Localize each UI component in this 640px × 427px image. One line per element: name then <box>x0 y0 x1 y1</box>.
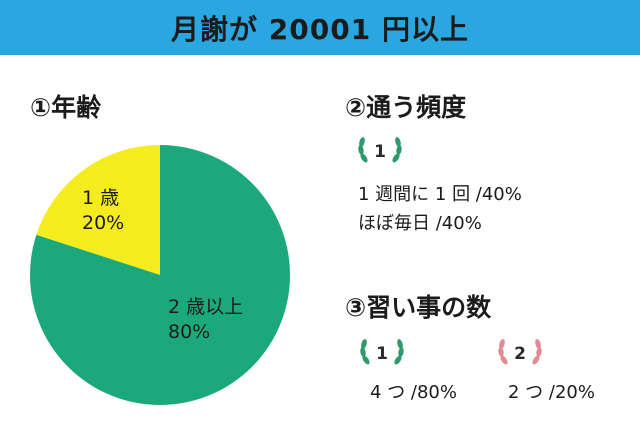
page-title: 月謝が 20001 円以上 <box>171 12 469 46</box>
frequency-item: 1 週間に 1 回 /40% <box>358 184 522 205</box>
section-title-frequency: ②通う頻度 <box>345 93 467 122</box>
pie-slice-1 <box>30 145 290 405</box>
pie-label-one-year: 1 歳 20% <box>82 186 124 235</box>
laurel-wreath-icon <box>358 137 402 163</box>
laurel-wreath-icon <box>498 339 542 365</box>
age-pie-chart <box>30 145 290 405</box>
header-banner: 月謝が 20001 円以上 <box>0 0 640 55</box>
lesson-count-item: 2 つ /20% <box>508 382 595 403</box>
section-title-age: ①年齢 <box>30 93 102 122</box>
pie-slice-0 <box>36 145 160 275</box>
laurel-rank-icon: 2 <box>498 339 542 365</box>
rank-number: 2 <box>514 344 526 364</box>
rank-number: 1 <box>376 344 388 364</box>
frequency-item: ほぼ毎日 /40% <box>358 213 482 234</box>
pie-label-percent: 80% <box>168 320 211 343</box>
pie-label-name: 2 歳以上 <box>168 296 244 318</box>
section-title-lessons: ③習い事の数 <box>345 293 492 322</box>
pie-label-percent: 20% <box>82 211 125 234</box>
lesson-count-item: 4 つ /80% <box>370 382 457 403</box>
laurel-rank-icon: 1 <box>358 137 402 163</box>
laurel-rank-icon: 1 <box>360 339 404 365</box>
rank-number: 1 <box>374 142 386 162</box>
pie-label-name: 1 歳 <box>82 187 120 209</box>
laurel-wreath-icon <box>360 339 404 365</box>
pie-label-two-plus: 2 歳以上 80% <box>168 295 243 344</box>
